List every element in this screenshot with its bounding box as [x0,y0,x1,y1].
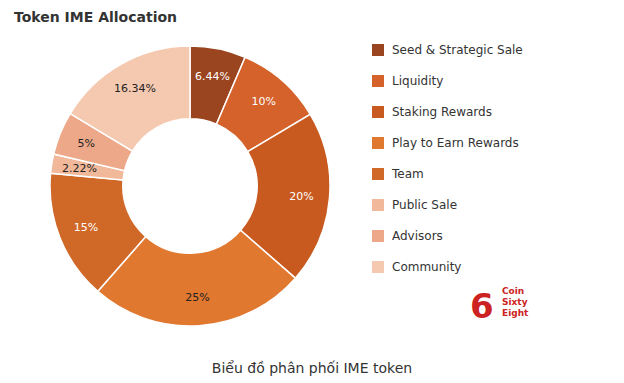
title: Token IME Allocation [14,9,177,25]
chart: Token IME Allocation Biểu đồ phân phối IM… [0,0,624,383]
legend-label: Advisors [392,229,443,243]
legend-item: Liquidity [372,74,443,88]
data-label: 16.34% [114,82,156,95]
slice [70,46,190,151]
data-label: 10% [252,95,276,108]
legend-label: Public Sale [392,198,457,212]
annotation: Eight [502,308,529,318]
legend-item: Staking Rewards [372,105,492,119]
annotation: Coin [502,286,524,296]
annotation: 6 [470,286,494,326]
logo: 6 CoinSixtyEight [470,286,529,326]
data-label: 2.22% [62,162,97,175]
legend-item: Play to Earn Rewards [372,136,519,150]
legend-swatch [372,75,384,87]
legend: Seed & Strategic Sale Liquidity Staking Re… [372,43,523,274]
data-label: 20% [289,190,313,203]
slice [50,173,146,291]
legend-label: Team [391,167,424,181]
subtitle: Biểu đồ phân phối IME token [212,360,412,376]
legend-item: Community [372,260,461,274]
legend-item: Advisors [372,229,443,243]
legend-item: Team [372,167,424,181]
legend-label: Staking Rewards [392,105,492,119]
legend-swatch [372,106,384,118]
legend-label: Play to Earn Rewards [392,136,519,150]
legend-swatch [372,261,384,273]
donut: 6.44% 10% 20% 25% 15% 2.22% 5% 16.34% [50,46,330,326]
data-label: 5% [78,137,95,150]
data-label: 15% [74,221,98,234]
data-label: 6.44% [195,70,230,83]
legend-item: Public Sale [372,198,457,212]
legend-label: Seed & Strategic Sale [392,43,523,57]
legend-item: Seed & Strategic Sale [372,43,523,57]
legend-swatch [372,199,384,211]
data-label: 25% [185,291,209,304]
legend-swatch [372,137,384,149]
annotation: Sixty [502,297,528,307]
legend-label: Liquidity [392,74,443,88]
legend-swatch [372,230,384,242]
legend-swatch [372,168,384,180]
legend-label: Community [392,260,461,274]
legend-swatch [372,44,384,56]
